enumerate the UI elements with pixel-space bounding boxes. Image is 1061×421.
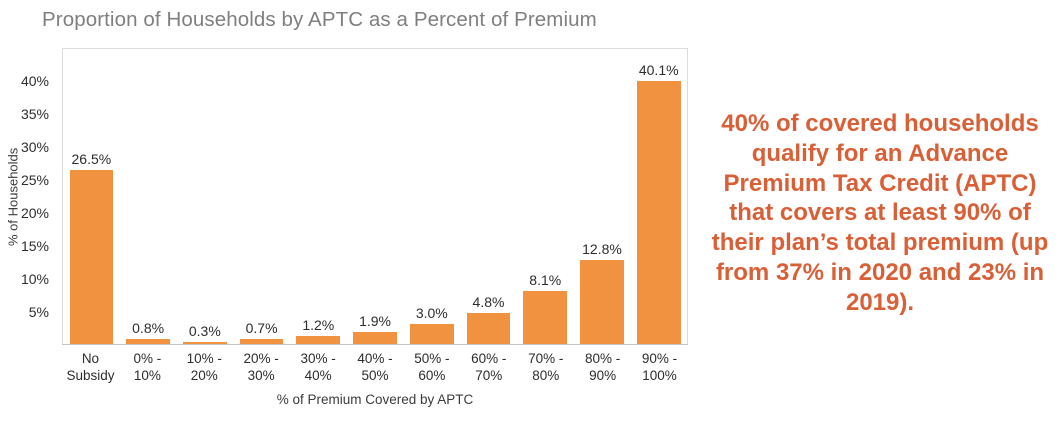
y-tick-label: 30% [20,139,49,155]
chart-title: Proportion of Households by APTC as a Pe… [42,8,597,31]
bar-slot: 8.1% [517,49,574,344]
y-tick-label: 20% [20,205,49,222]
bar-value-label: 0.7% [245,320,278,337]
bar-slot: 3.0% [403,49,460,344]
x-tick-label: 50% - 60% [414,351,450,383]
x-tick-label: 10% - 20% [186,351,222,383]
bar-slot: 26.5% [63,49,120,344]
x-axis-ticks: No Subsidy 0% - 10% 10% - 20% 20% - 30% 30% … [62,350,688,384]
bar [523,290,568,344]
bar [409,324,454,344]
bar-slot: 40.1% [630,49,687,344]
bar-value-label: 40.1% [638,62,679,79]
x-axis-title: % of Premium Covered by APTC [276,392,474,407]
bar [580,260,624,344]
bar [466,312,511,344]
bar-slot: 1.9% [347,49,404,344]
bar-value-label: 0.3% [188,323,221,340]
bar-value-label: 8.1% [529,271,562,288]
bar-slot: 4.8% [460,49,517,344]
bar [296,336,341,344]
bar-slot: 12.8% [574,49,631,344]
x-tick-label: 30% - 40% [300,351,336,383]
bar [636,81,681,344]
bar-slot: 0.7% [233,49,290,344]
bar-slot: 0.8% [120,49,177,344]
bar-slot: 1.2% [290,49,347,344]
bar [239,339,284,344]
x-tick-label: No Subsidy [66,351,115,383]
bar-value-label: 3.0% [415,305,448,322]
bar-value-label: 26.5% [71,151,112,168]
annotation-text: 40% of covered households qualify for an… [711,110,1049,316]
y-tick-label: 15% [20,238,49,254]
plot-area: 26.5% 0.8% 0.3% 0.7% 1.2% 1.9% 3.0% 4.8% 8.1% 12.… [62,48,688,345]
x-tick-label: 60% - 70% [471,351,507,383]
bar [69,170,114,344]
bars-container: 26.5% 0.8% 0.3% 0.7% 1.2% 1.9% 3.0% 4.8% 8.1% 12.… [63,49,687,344]
y-tick-label: 40% [20,73,49,90]
bar-slot: 0.3% [176,49,233,344]
y-axis-ticks: 5% 10% 15% 20% 25% 30% 35% 40% [0,48,56,345]
y-tick-label: 5% [28,304,49,321]
bar-value-label: 12.8% [582,241,622,258]
y-tick-label: 35% [20,106,49,122]
x-tick-label: 20% - 30% [243,351,279,383]
bar-value-label: 1.2% [302,317,335,334]
bar-value-label: 4.8% [472,293,505,310]
bar [353,331,397,344]
x-tick-label: 70% - 80% [528,351,564,383]
bar [183,342,227,344]
y-tick-label: 25% [20,172,49,188]
bar [126,338,170,344]
bar-value-label: 1.9% [359,312,391,329]
bar-value-label: 0.8% [132,319,165,336]
y-tick-label: 10% [20,271,49,288]
x-tick-label: 90% - 100% [641,351,678,383]
x-tick-label: 80% - 90% [584,351,621,383]
x-tick-label: 0% - 10% [133,351,162,383]
x-tick-label: 40% - 50% [357,351,393,383]
